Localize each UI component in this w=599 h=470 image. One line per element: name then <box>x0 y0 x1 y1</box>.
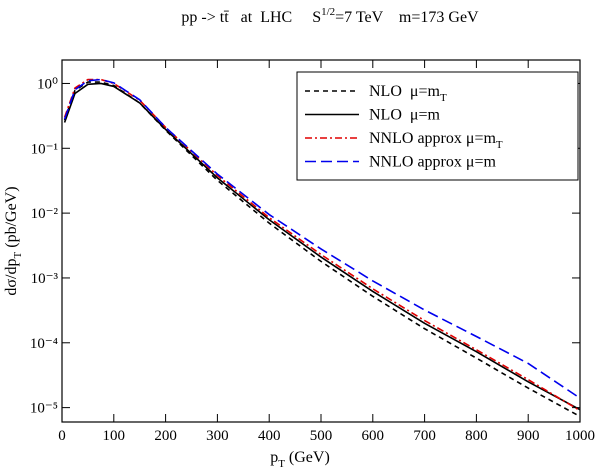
text-run: dσ/dp <box>3 258 20 295</box>
x-tick-label: 600 <box>362 428 385 444</box>
series-line <box>63 82 580 411</box>
x-tick-label: 300 <box>206 428 229 444</box>
chart-title: pp -> tt̄ at LHC S1/2=7 TeV m=173 GeV <box>181 6 479 26</box>
text-run: T <box>496 139 503 151</box>
text-run: NLO μ=m <box>369 83 440 100</box>
series-line <box>63 78 580 412</box>
text-run: NNLO approx μ=m <box>369 154 496 171</box>
text-run: p <box>270 449 278 466</box>
series-line <box>63 78 580 399</box>
x-tick-label: 700 <box>413 428 436 444</box>
x-tick-label: 0 <box>58 428 66 444</box>
y-tick-label: 10⁻³ <box>31 271 59 287</box>
legend-label: NNLO approx μ=mT <box>369 130 503 151</box>
y-tick-label: 10⁻⁴ <box>30 336 58 352</box>
y-tick-label: 10⁻² <box>31 206 59 222</box>
text-run: NNLO approx μ=m <box>369 130 496 147</box>
text-run: NLO μ=m <box>369 107 440 124</box>
y-tick-label: 10⁻¹ <box>31 141 58 157</box>
x-tick-label: 900 <box>517 428 540 444</box>
text-run: (pb/GeV) <box>3 186 20 251</box>
x-axis-label: pT (GeV) <box>270 449 330 470</box>
x-tick-label: 100 <box>103 428 126 444</box>
text-run: pp -> tt̄ at LHC S <box>181 9 321 26</box>
x-tick-label: 400 <box>258 428 281 444</box>
text-run: (GeV) <box>285 449 330 466</box>
x-tick-label: 200 <box>154 428 177 444</box>
x-tick-label: 800 <box>465 428 488 444</box>
text-run: T <box>440 92 447 104</box>
text-run: T <box>278 458 285 470</box>
legend-label: NNLO approx μ=m <box>369 154 496 171</box>
text-run: T <box>12 251 24 258</box>
y-tick-label: 10⁻⁵ <box>30 401 58 417</box>
text-run: 1/2 <box>321 6 335 18</box>
x-tick-label: 500 <box>310 428 333 444</box>
y-axis-label: dσ/dpT (pb/GeV) <box>3 186 24 295</box>
text-run: =7 TeV m=173 GeV <box>335 9 479 26</box>
y-tick-label: 10⁰ <box>37 76 58 92</box>
x-tick-label: 1000 <box>565 428 595 444</box>
legend-label: NLO μ=mT <box>369 83 447 104</box>
legend-label: NLO μ=m <box>369 107 440 124</box>
